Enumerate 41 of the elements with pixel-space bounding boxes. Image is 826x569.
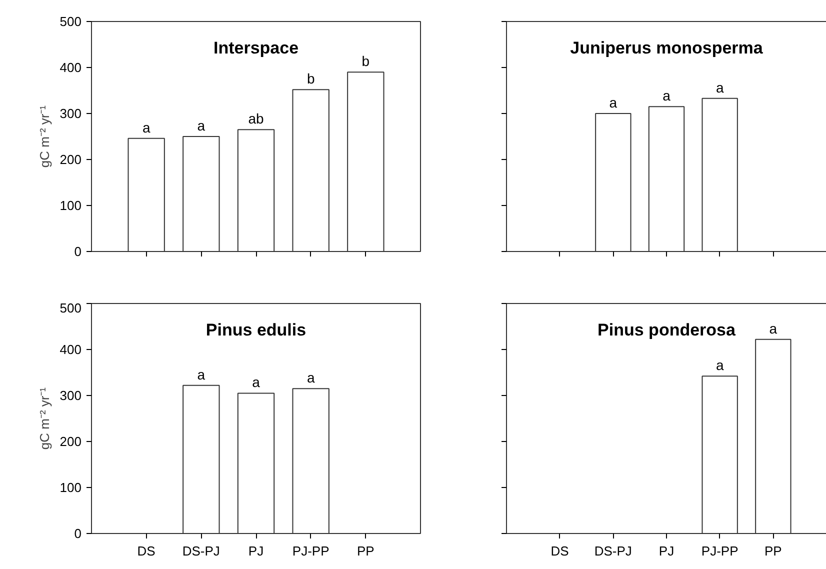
annotation: a (197, 118, 206, 134)
x-tick-label: PP (356, 544, 374, 558)
y-tick-label: 300 (60, 388, 82, 403)
y-tick-label: 400 (60, 342, 82, 357)
text: Pinus ponderosa (598, 320, 736, 340)
annotation: a (197, 366, 206, 382)
annotation: ab (248, 110, 264, 127)
text: Juniperus monosperma (570, 38, 764, 58)
y-axis-title: gC m⁻² yr⁻¹ (36, 386, 52, 450)
annotation: a (716, 79, 724, 96)
y-axis-title: gC m⁻² yr⁻¹ (36, 104, 52, 168)
y-tick-label: 100 (60, 480, 82, 495)
annotation: a (716, 357, 724, 374)
x-tick-label: PJ-PP (292, 544, 330, 558)
y-tick-label: 100 (60, 198, 82, 213)
y-tick-label: 400 (60, 60, 82, 75)
x-tick-label: PJ-PP (701, 544, 738, 558)
annotation: a (306, 370, 315, 386)
text: Pinus edulis (206, 320, 306, 340)
annotation: a (252, 374, 260, 390)
x-tick-label: DS (137, 544, 156, 558)
y-tick-label: 0 (74, 244, 82, 259)
annotation: a (769, 320, 778, 336)
y-tick-label: 500 (60, 14, 82, 29)
y-tick-label: 200 (60, 434, 82, 449)
annotation: a (662, 88, 671, 104)
annotation: b (362, 53, 370, 70)
annotation: b (306, 70, 315, 87)
x-tick-label: PP (764, 544, 782, 558)
text: Interspace (213, 38, 299, 58)
x-tick-label: DS (550, 544, 570, 558)
y-tick-label: 0 (74, 526, 82, 541)
y-tick-label: 200 (60, 152, 82, 167)
x-tick-label: DS-PJ (182, 544, 220, 558)
annotation: a (142, 119, 150, 136)
annotation: a (609, 94, 618, 110)
y-tick-label: 300 (60, 106, 82, 121)
y-tick-label: 500 (60, 300, 82, 316)
x-tick-label: PJ (658, 544, 674, 558)
x-tick-label: PJ (248, 544, 264, 558)
x-tick-label: DS-PJ (594, 544, 632, 558)
